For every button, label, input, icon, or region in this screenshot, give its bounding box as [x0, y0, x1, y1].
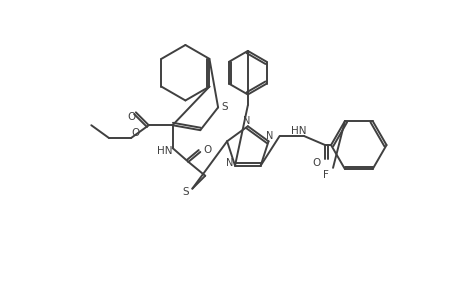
- Text: N: N: [226, 158, 233, 168]
- Text: S: S: [182, 187, 188, 196]
- Text: O: O: [128, 112, 136, 122]
- Text: F: F: [323, 170, 328, 180]
- Text: O: O: [131, 128, 140, 138]
- Text: N: N: [243, 116, 250, 126]
- Text: S: S: [221, 102, 228, 112]
- Text: HN: HN: [157, 146, 172, 156]
- Text: HN: HN: [290, 126, 305, 136]
- Text: O: O: [311, 158, 319, 168]
- Text: N: N: [265, 131, 273, 141]
- Text: O: O: [202, 145, 211, 155]
